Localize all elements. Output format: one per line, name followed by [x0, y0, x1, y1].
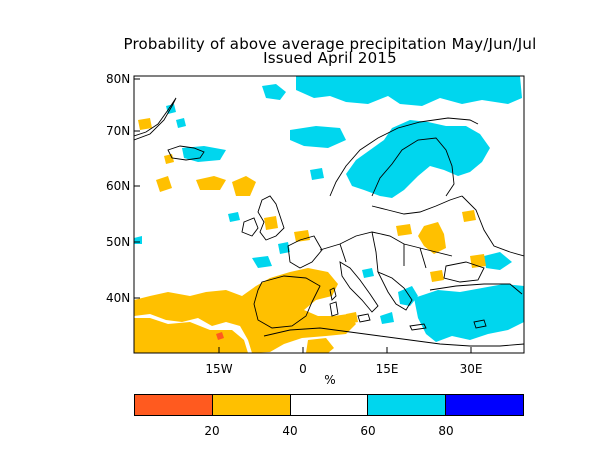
cyan-region-iceland [182, 146, 226, 162]
yellow-region-small-n2 [164, 154, 174, 164]
black-sea [443, 261, 485, 283]
greenland-coast [134, 97, 177, 141]
map-subtitle: Issued April 2015 [263, 49, 397, 67]
cyan-region-small-9 [362, 268, 374, 278]
russia-border [461, 195, 524, 257]
corsica [329, 287, 337, 301]
yellow-region-romania [430, 270, 444, 282]
turkey-coast [429, 283, 523, 295]
map-frame [133, 75, 525, 354]
iceland-coast [167, 145, 205, 161]
yellow-region-iberia-atlantic [134, 268, 356, 353]
colorbar-bin [446, 395, 523, 415]
north-africa-coast [263, 327, 524, 347]
cyan-region-small-6 [228, 212, 240, 222]
colorbar [134, 394, 524, 416]
yellow-region-small-south [306, 338, 334, 353]
cyan-region-turkey [414, 284, 524, 342]
red-region-atlantic [216, 332, 224, 340]
map-title: Probability of above average precipitati… [123, 35, 537, 53]
norway-coast [329, 117, 479, 197]
yellow-region-atlantic-2 [196, 176, 226, 190]
below-normal-regions [134, 118, 486, 353]
cyan-region-small-4 [252, 256, 272, 268]
cyan-region-scandinavia [346, 120, 490, 198]
x-tick-label: 30E [459, 362, 483, 376]
yellow-region-atlantic-south [134, 318, 248, 353]
yellow-region-germany-small [396, 224, 412, 236]
colorbar-bin [290, 395, 369, 415]
italy-coast [339, 261, 379, 313]
sardinia [329, 301, 339, 317]
sweden-finland [371, 137, 455, 197]
above-normal-regions [134, 76, 524, 342]
uk-coast [257, 195, 285, 241]
cyan-region-small-2 [176, 118, 186, 128]
y-tick-label: 40N [106, 291, 131, 305]
yellow-region-atlantic-3 [232, 176, 256, 196]
balkan-coast [377, 271, 413, 311]
axis-ticks [134, 78, 472, 353]
crete [409, 323, 427, 331]
colorbar-bin [212, 395, 291, 415]
colorbar-bin [368, 395, 447, 415]
europe-borders [319, 231, 453, 273]
cyan-region-small-8 [380, 312, 394, 324]
colorbar-tick-label: 80 [438, 424, 454, 438]
cyan-region-ukraine [484, 252, 512, 270]
x-tick-label: 15E [375, 362, 399, 376]
map-content [134, 76, 524, 353]
yellow-region-baltic-east [462, 210, 476, 222]
cyprus [473, 319, 487, 329]
iberia-coast [253, 275, 321, 329]
yellow-region-small-north [138, 118, 152, 130]
yellow-region-italy [346, 312, 358, 324]
cyan-region-small-5 [278, 242, 290, 254]
colorbar-bin [135, 395, 213, 415]
cyan-region-arctic [296, 76, 522, 106]
colorbar-unit: % [324, 373, 336, 387]
cyan-region-norwegian-sea [290, 126, 346, 148]
y-tick-label: 50N [106, 235, 131, 249]
cyan-region-small-7 [134, 236, 142, 244]
colorbar-tick-label: 40 [282, 424, 298, 438]
sicily [357, 313, 371, 323]
cyan-region-small-nw [262, 84, 286, 100]
coastlines [134, 97, 524, 347]
cyan-region-greece [398, 286, 418, 306]
cyan-region-small-3 [310, 168, 324, 180]
yellow-region-uk-small [264, 216, 278, 230]
yellow-region-atlantic-1 [156, 176, 172, 192]
france-coast [287, 235, 323, 269]
colorbar-tick-label: 60 [360, 424, 376, 438]
y-tick-label: 80N [106, 72, 131, 86]
y-tick-label: 60N [106, 179, 131, 193]
x-tick-label: 15W [205, 362, 233, 376]
ireland-coast [241, 217, 259, 237]
yellow-region-france-small [294, 230, 310, 242]
colorbar-tick-label: 20 [204, 424, 220, 438]
yellow-region-poland [418, 222, 446, 254]
baltic-coast [371, 195, 463, 215]
x-tick-label: 0 [299, 362, 307, 376]
y-tick-label: 70N [106, 124, 131, 138]
